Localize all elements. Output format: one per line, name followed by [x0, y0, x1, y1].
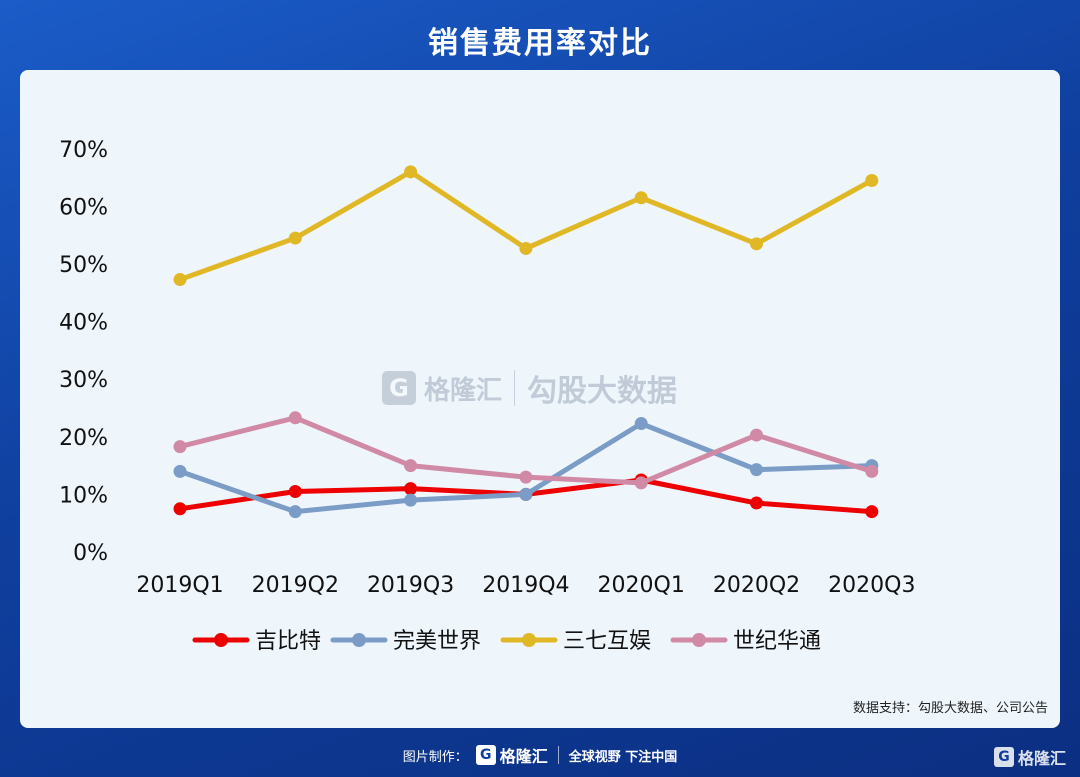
chart-panel: 0% 10% 20% 30% 40% 50% 60% 70% 2019Q1 2019Q2 2019Q…	[20, 70, 1060, 728]
legend-label: 三七互娱	[563, 629, 651, 654]
watermark-brand: 格隆汇	[424, 375, 503, 406]
data-point	[519, 487, 533, 501]
data-point	[519, 470, 533, 484]
data-point	[173, 273, 187, 287]
x-tick-label: 2019Q1	[136, 573, 223, 598]
corner-logo: G 格隆汇	[993, 745, 1066, 769]
watermark: G 格隆汇 勾股大数据	[382, 366, 677, 410]
data-point	[634, 191, 648, 205]
data-point	[173, 440, 187, 454]
x-tick-label: 2019Q2	[252, 573, 339, 598]
corner-brand: 格隆汇	[1017, 749, 1066, 768]
watermark-logo-icon: G	[382, 371, 416, 405]
data-point	[404, 482, 418, 496]
y-tick-label: 50%	[59, 253, 108, 278]
data-point	[865, 505, 879, 519]
legend-label: 世纪华通	[733, 629, 821, 654]
data-point	[288, 231, 302, 245]
y-tick-label: 40%	[59, 311, 108, 336]
series-line	[177, 169, 875, 283]
data-point	[865, 173, 879, 187]
legend-label: 完美世界	[393, 629, 481, 654]
data-point	[634, 417, 648, 431]
y-tick-label: 30%	[59, 368, 108, 393]
legend-label: 吉比特	[255, 629, 321, 654]
legend-swatch-dot	[692, 633, 706, 647]
footer: 图片制作： G 格隆汇 全球视野 下注中国	[0, 740, 1080, 770]
x-tick-label: 2020Q1	[598, 573, 685, 598]
corner-logo-icon: G	[993, 747, 1014, 767]
x-tick-label: 2019Q4	[482, 573, 569, 598]
data-point	[404, 459, 418, 473]
watermark-tagline: 勾股大数据	[527, 374, 678, 409]
legend-swatch-dot	[522, 633, 536, 647]
data-point	[288, 505, 302, 519]
data-point	[750, 428, 763, 442]
data-point	[173, 464, 187, 478]
footer-made-by: 图片制作：	[402, 749, 468, 765]
data-point	[404, 493, 418, 507]
data-point	[288, 485, 302, 499]
data-point	[750, 237, 763, 251]
data-point	[519, 241, 533, 255]
source-note: 数据支持：勾股大数据、公司公告	[852, 701, 1048, 716]
x-tick-label: 2020Q3	[828, 573, 915, 598]
legend-swatch-dot	[352, 633, 366, 647]
footer-slogan: 全球视野 下注中国	[568, 749, 678, 765]
data-point	[288, 411, 302, 425]
data-point	[404, 165, 418, 179]
legend-swatch-dot	[214, 633, 228, 647]
footer-logo-icon: G	[475, 745, 496, 765]
footer-divider	[557, 746, 559, 764]
data-point	[865, 464, 879, 478]
data-point	[750, 463, 763, 477]
y-tick-label: 70%	[59, 138, 108, 163]
footer-brand: 格隆汇	[499, 747, 548, 766]
y-tick-label: 20%	[59, 426, 108, 451]
y-tick-label: 10%	[59, 483, 108, 508]
page-title: 销售费用率对比	[428, 26, 652, 61]
x-tick-label: 2020Q2	[713, 573, 800, 598]
data-point	[634, 476, 648, 490]
data-point	[173, 502, 187, 516]
watermark-divider	[514, 370, 516, 406]
y-tick-label: 60%	[59, 195, 108, 220]
line-chart: 0% 10% 20% 30% 40% 50% 60% 70% 2019Q1 2019Q2 2019Q…	[59, 138, 915, 654]
x-tick-label: 2019Q3	[367, 573, 454, 598]
data-point	[750, 496, 763, 510]
y-tick-label: 0%	[73, 541, 108, 566]
